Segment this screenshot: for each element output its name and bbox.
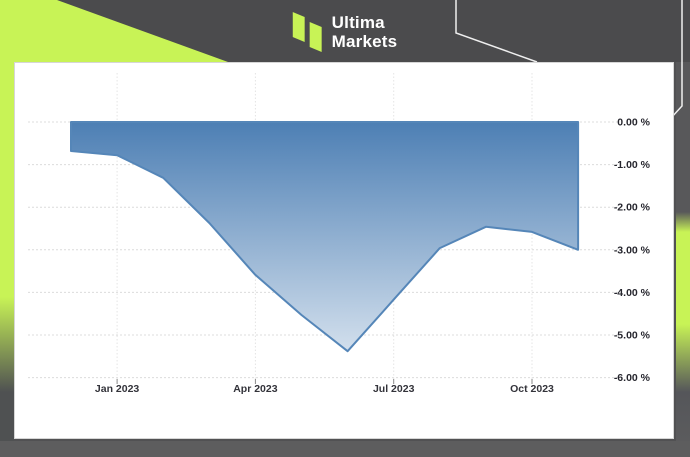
- x-axis-label: Oct 2023: [510, 383, 554, 395]
- y-axis-label: 0.00 %: [617, 117, 650, 129]
- brand-logo: Ultima Markets: [292, 9, 398, 55]
- brand-name-line1: Ultima: [331, 12, 385, 32]
- y-axis-label: -3.00 %: [614, 244, 651, 256]
- y-axis-label: -4.00 %: [614, 287, 651, 299]
- green-wedge-shape: [0, 0, 228, 62]
- x-axis-label: Jul 2023: [373, 383, 415, 395]
- area-chart: 0.00 % -1.00 % -2.00 % -3.00 % -4.00 % -5.00 …: [28, 73, 651, 395]
- y-axis-label: -5.00 %: [614, 330, 651, 342]
- chart-panel: 0.00 % -1.00 % -2.00 % -3.00 % -4.00 % -5.00 …: [14, 62, 674, 439]
- brand-name: Ultima Markets: [332, 13, 398, 51]
- outline-parallelogram-right: [670, 0, 683, 119]
- footer-band: [0, 441, 690, 457]
- y-axis-label: -2.00 %: [614, 202, 651, 214]
- x-axis-label: Apr 2023: [233, 383, 278, 395]
- outline-parallelogram-left: [455, 0, 538, 63]
- left-accent-strip: [0, 62, 14, 457]
- x-axis-label: Jan 2023: [95, 383, 140, 395]
- right-accent-strip: [676, 62, 690, 457]
- ultima-markets-logo-icon: [292, 12, 322, 52]
- y-axis-label: -6.00 %: [614, 372, 651, 384]
- y-axis-label: -1.00 %: [614, 159, 651, 171]
- brand-name-line2: Markets: [331, 32, 398, 51]
- area-series: [70, 121, 580, 353]
